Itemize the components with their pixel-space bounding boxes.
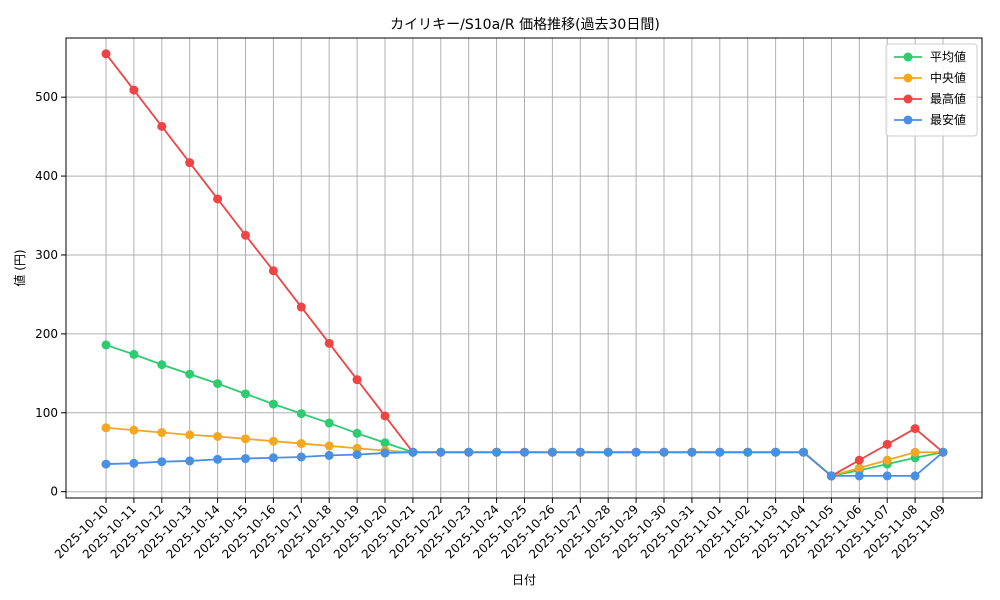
- data-point: [547, 447, 557, 457]
- data-point: [938, 447, 948, 457]
- data-point: [213, 454, 223, 464]
- data-point: [854, 471, 864, 481]
- data-point: [157, 121, 167, 131]
- data-point: [659, 447, 669, 457]
- data-point: [380, 438, 390, 448]
- data-point: [129, 458, 139, 468]
- data-point: [185, 369, 195, 379]
- y-tick-label: 500: [35, 90, 58, 104]
- data-point: [268, 436, 278, 446]
- data-point: [157, 428, 167, 438]
- legend-item: 中央値: [894, 70, 966, 85]
- data-point: [324, 418, 334, 428]
- legend-swatch-marker: [903, 115, 913, 125]
- data-point: [603, 447, 613, 457]
- data-point: [324, 450, 334, 460]
- legend-label: 最安値: [930, 112, 966, 127]
- data-point: [826, 471, 836, 481]
- data-point: [854, 463, 864, 473]
- data-point: [352, 375, 362, 385]
- data-point: [910, 424, 920, 434]
- data-point: [185, 430, 195, 440]
- data-point: [324, 441, 334, 451]
- grid-lines: [66, 38, 982, 498]
- data-point: [296, 452, 306, 462]
- data-point: [296, 439, 306, 449]
- legend-swatch-marker: [903, 73, 913, 83]
- data-point: [213, 194, 223, 204]
- legend-item: 最高値: [894, 91, 966, 106]
- data-point: [352, 450, 362, 460]
- data-point: [241, 230, 250, 240]
- data-point: [743, 447, 753, 457]
- data-point: [296, 302, 306, 312]
- data-point: [799, 447, 808, 457]
- legend-item: 最安値: [894, 112, 966, 127]
- data-point: [213, 379, 223, 389]
- data-point: [380, 411, 390, 421]
- data-point: [352, 428, 362, 438]
- y-tick-label: 400: [35, 169, 58, 183]
- data-point: [268, 453, 278, 463]
- data-point: [910, 447, 920, 457]
- data-point: [241, 389, 250, 399]
- data-point: [408, 447, 418, 457]
- data-point: [296, 409, 306, 419]
- legend-label: 中央値: [930, 70, 966, 85]
- data-point: [101, 423, 111, 433]
- data-point: [185, 456, 195, 466]
- data-point: [101, 340, 111, 350]
- legend-box: [885, 43, 978, 137]
- data-point: [185, 158, 195, 168]
- data-point: [129, 349, 139, 359]
- data-point: [129, 85, 139, 95]
- legend-label: 平均値: [930, 49, 966, 64]
- data-point: [129, 425, 139, 435]
- y-tick-label: 200: [35, 327, 58, 341]
- data-point: [882, 455, 892, 465]
- data-point: [241, 434, 250, 444]
- data-point: [213, 431, 223, 441]
- y-tick-label: 300: [35, 248, 58, 262]
- data-point: [436, 447, 446, 457]
- data-point: [715, 447, 725, 457]
- data-point: [268, 266, 278, 276]
- y-tick-label: 100: [35, 406, 58, 420]
- legend-label: 最高値: [930, 91, 966, 106]
- data-point: [575, 447, 585, 457]
- data-point: [157, 360, 167, 370]
- data-point: [631, 447, 641, 457]
- legend-swatch-marker: [903, 52, 913, 62]
- series-layer: [101, 49, 948, 481]
- data-point: [324, 338, 334, 348]
- series-4: [101, 447, 948, 481]
- data-point: [464, 447, 474, 457]
- chart-title: カイリキー/S10a/R 価格推移(過去30日間): [390, 17, 660, 33]
- y-tick-label: 0: [50, 485, 58, 499]
- data-point: [157, 457, 167, 467]
- data-point: [854, 455, 864, 465]
- data-point: [520, 447, 529, 457]
- data-point: [101, 49, 111, 59]
- data-point: [687, 447, 697, 457]
- legend-item: 平均値: [894, 49, 966, 64]
- y-axis: 0 100 200 300 400 500: [35, 90, 66, 499]
- data-point: [352, 443, 362, 453]
- data-point: [771, 447, 781, 457]
- data-point: [492, 447, 502, 457]
- data-point: [241, 454, 250, 464]
- data-point: [882, 471, 892, 481]
- data-point: [268, 399, 278, 409]
- data-point: [380, 448, 390, 458]
- data-point: [910, 471, 920, 481]
- y-axis-title: 値 (円): [12, 249, 27, 286]
- x-axis-title: 日付: [512, 573, 536, 587]
- data-point: [882, 439, 892, 449]
- legend-swatch-marker: [903, 94, 913, 104]
- x-axis: 2025-10-102025-10-112025-10-122025-10-13…: [52, 498, 948, 561]
- data-point: [101, 459, 111, 469]
